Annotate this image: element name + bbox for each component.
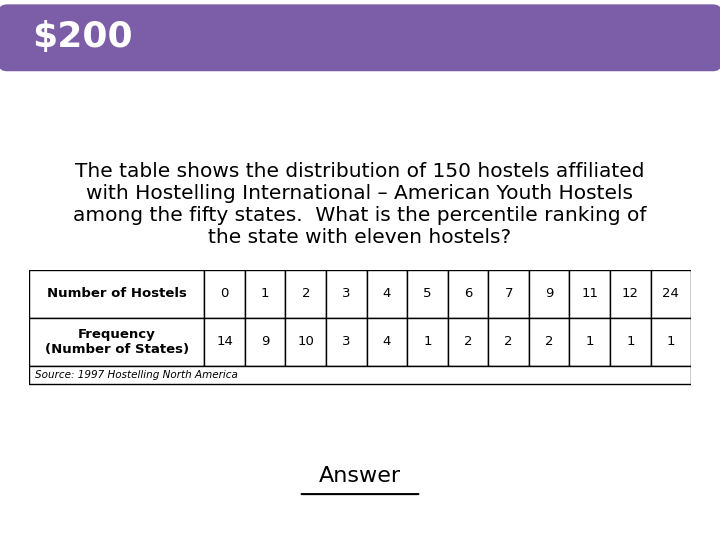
Bar [29,318,204,366]
Text: 7: 7 [505,287,513,300]
Text: 1: 1 [261,287,269,300]
Bar [488,318,529,366]
Bar [204,270,245,318]
Text: Answer: Answer [319,466,401,486]
Text: 2: 2 [302,287,310,300]
Bar [326,270,366,318]
Text: 3: 3 [342,287,351,300]
Bar [529,318,570,366]
Bar [326,318,366,366]
Bar [29,270,204,318]
Text: 6: 6 [464,287,472,300]
Text: 11: 11 [581,287,598,300]
Text: 9: 9 [545,287,554,300]
Bar [651,318,691,366]
Bar [245,270,286,318]
Bar [448,318,488,366]
Text: Number of Hostels: Number of Hostels [47,287,186,300]
Text: 5: 5 [423,287,432,300]
Text: 1: 1 [626,335,634,348]
Text: 9: 9 [261,335,269,348]
Text: 4: 4 [383,335,391,348]
Bar [570,270,610,318]
Text: 2: 2 [464,335,472,348]
Text: Frequency
(Number of States): Frequency (Number of States) [45,328,189,356]
Bar [529,270,570,318]
Text: 1: 1 [423,335,432,348]
Bar [204,318,245,366]
Bar [408,270,448,318]
Bar [651,270,691,318]
Bar [286,270,326,318]
Text: 1: 1 [667,335,675,348]
Bar [286,318,326,366]
Text: 1: 1 [585,335,594,348]
Text: 12: 12 [622,287,639,300]
Bar [448,270,488,318]
Text: 10: 10 [297,335,314,348]
Text: 2: 2 [545,335,554,348]
Bar [245,318,286,366]
Text: 0: 0 [220,287,229,300]
Bar [366,318,408,366]
Bar [610,270,651,318]
Text: Source: 1997 Hostelling North America: Source: 1997 Hostelling North America [35,370,238,380]
Bar [408,318,448,366]
Text: 4: 4 [383,287,391,300]
Text: 14: 14 [216,335,233,348]
Bar [488,270,529,318]
Text: The table shows the distribution of 150 hostels affiliated
with Hostelling Inter: The table shows the distribution of 150 … [73,162,647,247]
Text: 24: 24 [662,287,680,300]
Bar [610,318,651,366]
Bar [29,366,691,384]
Text: 2: 2 [505,335,513,348]
Text: $200: $200 [32,20,133,53]
Bar [366,270,408,318]
Text: 3: 3 [342,335,351,348]
Bar [570,318,610,366]
